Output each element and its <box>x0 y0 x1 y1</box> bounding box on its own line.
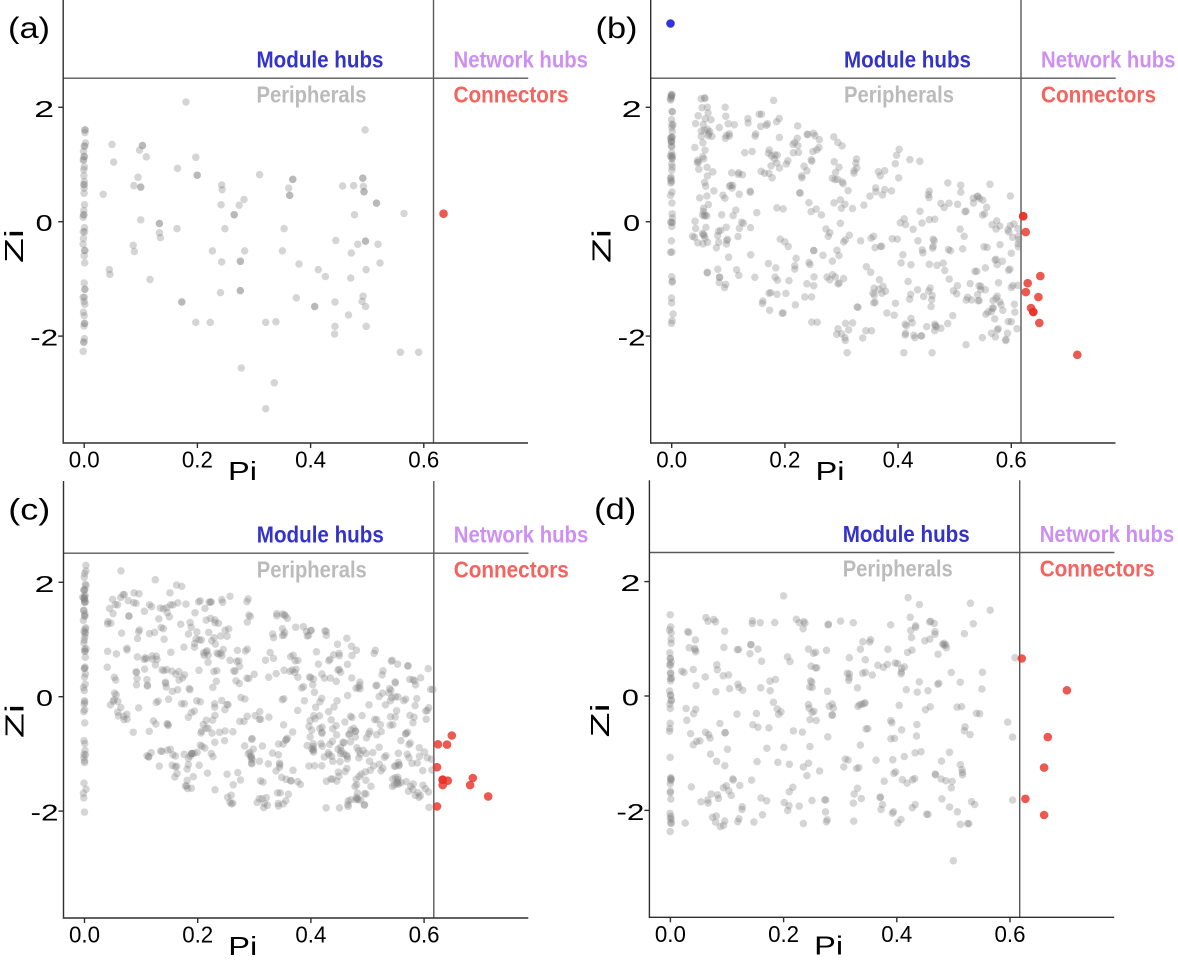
svg-text:Module hubs: Module hubs <box>257 47 384 73</box>
svg-text:0.4: 0.4 <box>295 922 326 948</box>
svg-text:0.4: 0.4 <box>295 447 326 473</box>
svg-text:2: 2 <box>34 96 54 122</box>
svg-text:0.2: 0.2 <box>769 447 800 473</box>
svg-text:0.0: 0.0 <box>656 447 687 473</box>
svg-text:-2: -2 <box>616 799 644 825</box>
svg-text:0: 0 <box>36 210 53 236</box>
svg-text:Module hubs: Module hubs <box>257 522 384 548</box>
svg-text:Network hubs: Network hubs <box>454 47 589 73</box>
svg-text:0.0: 0.0 <box>655 921 686 947</box>
svg-text:Peripherals: Peripherals <box>844 81 954 107</box>
svg-text:0.0: 0.0 <box>69 922 100 948</box>
svg-text:Network hubs: Network hubs <box>1040 521 1175 547</box>
svg-text:Network hubs: Network hubs <box>454 522 589 548</box>
svg-text:Connectors: Connectors <box>1040 556 1155 582</box>
svg-text:0.4: 0.4 <box>883 447 914 473</box>
svg-text:Peripherals: Peripherals <box>843 556 953 582</box>
svg-text:Pi: Pi <box>228 931 257 961</box>
svg-text:Zi: Zi <box>585 703 615 737</box>
svg-text:-2: -2 <box>618 325 646 351</box>
svg-text:0.2: 0.2 <box>182 922 213 948</box>
svg-text:0.0: 0.0 <box>69 447 100 473</box>
svg-text:Peripherals: Peripherals <box>257 556 367 582</box>
svg-text:Connectors: Connectors <box>1041 81 1156 107</box>
svg-text:-2: -2 <box>31 800 59 826</box>
svg-text:Pi: Pi <box>814 930 843 960</box>
svg-text:(c): (c) <box>8 494 50 527</box>
svg-text:(b): (b) <box>596 12 638 45</box>
svg-text:0.4: 0.4 <box>881 921 912 947</box>
svg-text:0.2: 0.2 <box>182 447 213 473</box>
svg-text:2: 2 <box>35 571 55 597</box>
svg-text:Connectors: Connectors <box>454 81 569 107</box>
svg-text:0.6: 0.6 <box>996 447 1027 473</box>
svg-text:0.2: 0.2 <box>768 921 799 947</box>
svg-text:-2: -2 <box>30 325 58 351</box>
svg-text:(a): (a) <box>8 12 50 45</box>
svg-text:Zi: Zi <box>0 229 29 263</box>
svg-text:0: 0 <box>36 685 53 711</box>
svg-text:Connectors: Connectors <box>454 556 569 582</box>
svg-text:0.6: 0.6 <box>995 921 1026 947</box>
svg-text:Network hubs: Network hubs <box>1041 47 1176 73</box>
svg-text:Module hubs: Module hubs <box>844 47 971 73</box>
svg-text:Pi: Pi <box>228 456 257 486</box>
svg-text:Zi: Zi <box>587 229 617 263</box>
svg-text:2: 2 <box>620 570 640 596</box>
svg-text:Peripherals: Peripherals <box>257 81 367 107</box>
svg-text:0.6: 0.6 <box>408 447 439 473</box>
svg-text:Module hubs: Module hubs <box>843 521 970 547</box>
svg-text:(d): (d) <box>594 493 636 526</box>
svg-text:Zi: Zi <box>0 704 29 738</box>
svg-text:2: 2 <box>622 96 642 122</box>
svg-text:0.6: 0.6 <box>409 922 440 948</box>
svg-text:0: 0 <box>622 685 639 711</box>
svg-text:Pi: Pi <box>816 456 845 486</box>
svg-text:0: 0 <box>623 210 640 236</box>
